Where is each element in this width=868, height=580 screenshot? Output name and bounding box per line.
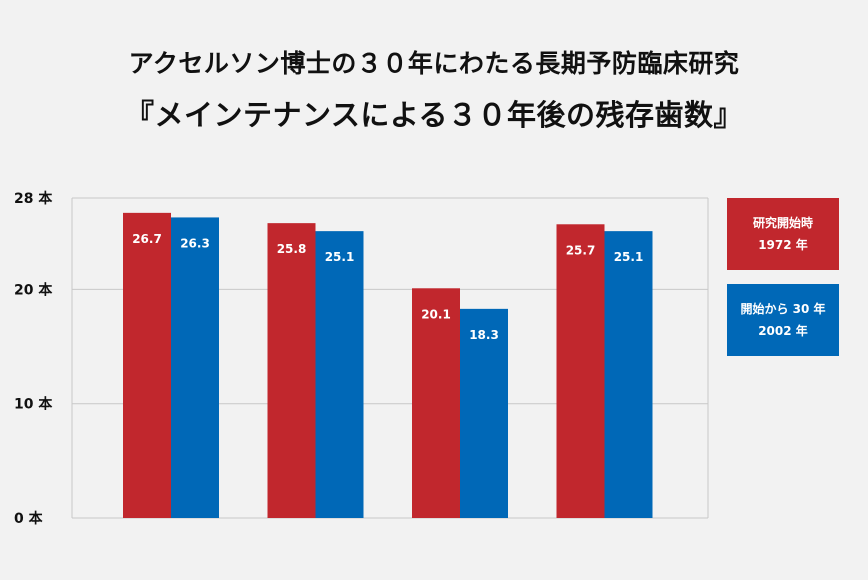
bar — [123, 212, 171, 518]
legend-item-2002: 開始から 30 年 2002 年 — [727, 284, 839, 356]
legend-label: 開始から 30 年 — [740, 302, 826, 316]
bar-value-label: 25.8 — [277, 242, 307, 256]
bar-value-label: 20.1 — [421, 307, 451, 321]
bar — [412, 288, 460, 518]
bar-value-label: 25.1 — [325, 250, 355, 264]
bar — [556, 224, 605, 519]
bar-value-label: 26.3 — [180, 236, 210, 250]
bar-value-label: 25.1 — [614, 250, 644, 264]
bar-value-label: 26.7 — [132, 232, 162, 246]
y-tick-label: 0 本 — [14, 510, 44, 527]
bar — [267, 223, 316, 518]
legend-year: 2002 年 — [758, 324, 808, 338]
bar — [460, 308, 508, 518]
chart-title-line1: アクセルソン博士の３０年にわたる長期予防臨床研究 — [128, 49, 740, 78]
chart-title-line2: 『メインテナンスによる３０年後の残存歯数』 — [124, 98, 744, 132]
bar — [171, 217, 219, 518]
y-tick-label: 10 本 — [14, 396, 53, 413]
y-tick-label: 20 本 — [14, 281, 53, 298]
legend-year: 1972 年 — [758, 238, 808, 252]
bar — [604, 231, 653, 518]
legend-label: 研究開始時 — [752, 216, 813, 230]
bar-value-label: 25.7 — [566, 243, 596, 257]
y-tick-label: 28 本 — [14, 190, 53, 207]
legend-item-1972: 研究開始時 1972 年 — [727, 198, 839, 270]
bar-value-label: 18.3 — [469, 328, 499, 342]
bar — [315, 231, 364, 518]
